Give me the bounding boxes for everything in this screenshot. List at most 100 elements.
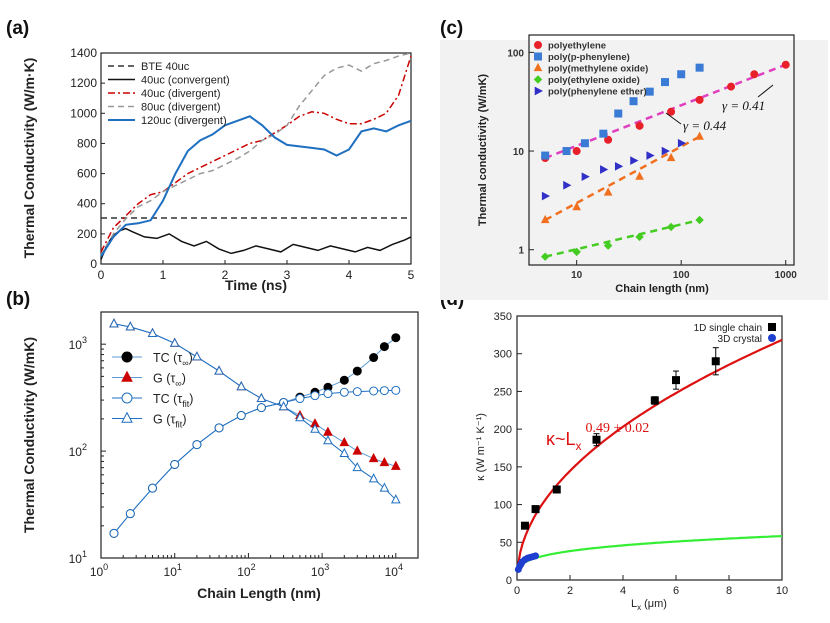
panel-b-point [169,337,180,347]
panel-c-point [614,109,623,118]
panel-c-point [660,78,669,87]
panel-a-ytick-label: 400 [77,197,97,211]
panel-a-ytick-label: 0 [90,257,97,271]
panel-c-point [677,138,687,148]
panel-c-point [563,180,572,190]
panel-b-point [236,381,247,391]
panel-a-legend-label: 80uc (divergent) [141,102,221,114]
panel-b-point [323,435,333,445]
panel-b-legend-marker [121,411,133,423]
panel-b-point [109,318,119,328]
panel-c-point [695,63,704,72]
panel-b-point [352,366,362,376]
panel-c-xtick-label: 10 [571,270,583,281]
panel-c-point [635,121,644,130]
panel-b-point [339,387,349,397]
panel-b-legend-marker [121,370,133,382]
panel-a-legend-label: 40uc (convergent) [141,75,230,87]
panel-c-legend-label: poly(p-phenylene) [548,52,630,63]
panel-b-point [192,351,202,361]
panel-c-arrow-2 [665,112,682,125]
panel-c-xtick-label: 1000 [775,270,798,281]
panel-a-legend-label: 120uc (divergent) [141,115,227,127]
panel-c-fit-line [544,135,701,222]
panel-b-xtick-label: 100 [90,562,108,579]
panel-c-point [581,172,590,181]
panel-a-legend-label: BTE 40uc [141,61,190,73]
panel-b-legend-label: G (τ∞) [153,372,186,389]
panel-b-point [339,375,349,385]
panel-d-xtick-label: 10 [776,585,788,597]
panel-b-point [379,482,390,492]
panel-b-point [109,528,119,538]
panel-b-legend-marker [121,392,133,404]
panel-d-ytick-label: 200 [494,424,512,436]
panel-d-point [711,357,720,366]
panel-b-point [379,456,390,467]
panel-a-xtick-label: 4 [346,268,353,282]
panel-c-xlabel: Chain length (nm) [615,283,709,295]
panel-b-point [170,459,180,469]
panel-d-xtick-label: 4 [620,585,626,597]
panel-d-annotation-main: κ~L [546,429,576,449]
panel-b-point [125,509,135,519]
panel-a-xtick-label: 0 [98,268,105,282]
panel-c-point [667,107,676,116]
panel-d-ytick-label: 250 [494,386,512,398]
panel-c-point [635,232,644,242]
panel-c-point [572,202,581,211]
panel-c-point [695,131,704,140]
panel-b-point [295,394,305,404]
panel-a-ytick-label: 1200 [70,76,97,90]
panel-c-legend-marker [534,41,542,49]
panel-c-arrow-1 [757,84,774,98]
panel-a-ytick-label: 200 [77,227,97,241]
panel-a-ytick-label: 800 [77,136,97,150]
panel-b-point [379,342,389,352]
panel-c-point [603,241,613,250]
panel-a-series-line [100,115,412,258]
panel-b-ylabel: Thermal Conductivity (W/mK) [21,337,37,533]
panel-c-chart: 10 100 1000 1 10 100 polyethylenepoly(p-pheny… [440,34,828,300]
panel-b-point [148,483,158,493]
panel-c-legend-marker [533,62,543,72]
panel-c-gamma-1: γ = 0.41 [722,98,765,113]
panel-b-point [125,321,136,331]
panel-b-point [368,473,379,483]
panel-c-point [562,147,571,156]
panel-c-point [645,87,654,96]
panel-c-point [580,139,589,148]
panel-a-xtick-label: 1 [160,268,167,282]
panel-b-point [352,387,362,397]
panel-c-bg [440,40,828,300]
panel-c-legend-label: poly(ethylene oxide) [548,75,640,86]
panel-c-frame [528,34,795,266]
panel-b-point [147,327,158,337]
panel-a-xtick-label: 2 [222,268,229,282]
panel-b-point [256,403,266,413]
panel-c-point [695,95,704,104]
panel-b-point [256,392,267,403]
panel-c-point [599,129,608,138]
panel-c-point [541,151,550,160]
panel-c-point [750,70,759,79]
panel-a-ytick-label: 1400 [70,46,97,60]
panel-a-series-line [100,227,412,260]
panel-b-point [214,423,224,433]
panel-d-ytick-label: 300 [494,349,512,361]
panel-b-point [214,365,224,375]
panel-b-legend-label: G (τfit) [153,413,186,430]
panel-d-legend-label: 3D crystal [718,334,762,345]
panel-a-ylabel: Thermal Conductivity (W/m·K) [21,58,37,259]
panel-c-point [603,187,613,196]
panel-d-legend-marker [768,334,776,342]
panel-d-fit-curve [516,338,783,569]
panel-c-xtick-label: 100 [673,270,690,281]
panel-b-point [391,333,401,343]
panel-a-xlabel: Time (ns) [225,277,287,293]
panel-label-b: (b) [6,289,30,310]
panel-b-point [339,447,350,457]
panel-c-point [661,146,670,156]
